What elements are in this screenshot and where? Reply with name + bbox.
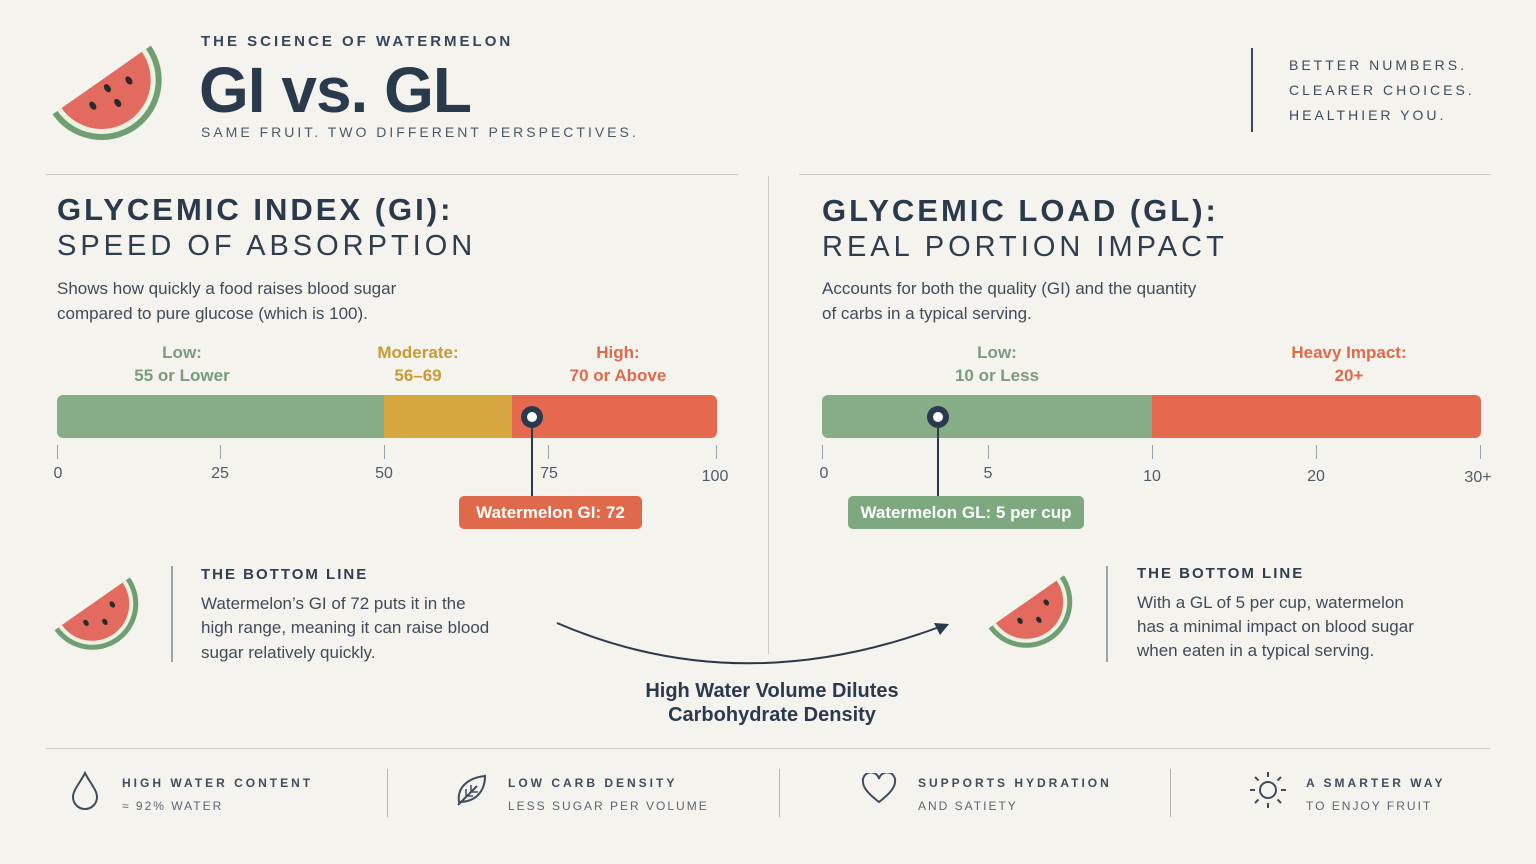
footer-divider — [1170, 769, 1171, 817]
gi-bottom-line-divider — [171, 566, 173, 662]
gi-bottom-line-text-2: high range, meaning it can raise blood — [201, 618, 490, 637]
watermelon-logo-icon — [44, 30, 172, 148]
gl-tick — [1152, 445, 1153, 459]
tagline-line-2: CLEARER CHOICES. — [1289, 82, 1475, 98]
gl-bottom-line-heading: THE BOTTOM LINE — [1137, 565, 1305, 582]
connector-arrow — [550, 612, 960, 677]
watermelon-slice-icon — [984, 564, 1080, 656]
gi-tick — [716, 445, 717, 459]
gl-tick-label: 10 — [1143, 468, 1161, 485]
water-drop-icon — [70, 770, 100, 810]
page-subtitle: SAME FRUIT. TWO DIFFERENT PERSPECTIVES. — [201, 124, 639, 140]
gi-description-1: Shows how quickly a food raises blood su… — [57, 279, 397, 298]
gl-description-2: of carbs in a typical serving. — [822, 304, 1032, 323]
gi-subheading: SPEED OF ABSORPTION — [57, 230, 477, 262]
gi-bottom-line-text-3: sugar relatively quickly. — [201, 643, 376, 662]
gi-band-high-label: High: 70 or Above — [569, 343, 667, 385]
gl-band-heavy-label: Heavy Impact: 20+ — [1291, 343, 1407, 385]
gl-bottom-line-divider — [1106, 566, 1108, 662]
gl-tick — [988, 445, 989, 459]
gl-tick-label: 20 — [1307, 468, 1325, 485]
gi-tick — [384, 445, 385, 459]
gl-subheading: REAL PORTION IMPACT — [822, 231, 1228, 263]
watermelon-slice-icon — [50, 566, 146, 658]
divider-left — [46, 174, 738, 175]
footer-item-3-sub: AND SATIETY — [918, 799, 1018, 813]
footer-rule — [46, 748, 1490, 749]
gi-tick-label: 75 — [540, 465, 558, 482]
tagline-line-1: BETTER NUMBERS. — [1289, 57, 1468, 73]
tagline-line-3: HEALTHIER YOU. — [1289, 107, 1447, 123]
gl-description-1: Accounts for both the quality (GI) and t… — [822, 279, 1197, 298]
divider-right — [799, 174, 1491, 175]
gi-band-high — [512, 395, 717, 438]
gi-bottom-line-text-1: Watermelon’s GI of 72 puts it in the — [201, 594, 466, 613]
gi-tick-label: 25 — [211, 465, 229, 482]
leaf-icon — [453, 772, 489, 808]
gl-bottom-line-text-3: when eaten in a typical serving. — [1137, 641, 1375, 660]
gl-band-heavy — [1152, 395, 1481, 438]
gi-tick — [57, 445, 58, 459]
gi-band-low — [57, 395, 386, 438]
footer-divider — [387, 769, 388, 817]
gi-tick — [220, 445, 221, 459]
footer-item-1-sub: ≈ 92% WATER — [122, 799, 224, 813]
header-divider — [1251, 48, 1253, 132]
gi-tick-label: 0 — [53, 465, 63, 482]
gl-tick — [822, 445, 823, 459]
sun-icon — [1248, 770, 1288, 810]
gi-band-low-label: Low: 55 or Lower — [134, 343, 230, 385]
gl-bottom-line-text-2: has a minimal impact on blood sugar — [1137, 617, 1414, 636]
gl-tick — [1316, 445, 1317, 459]
footer-item-2-sub: LESS SUGAR PER VOLUME — [508, 799, 709, 813]
gi-tick — [548, 445, 549, 459]
gl-heading: GLYCEMIC LOAD (GL): — [822, 193, 1219, 228]
gi-tick-label: 50 — [375, 465, 393, 482]
gl-value-badge: Watermelon GL: 5 per cup — [848, 496, 1084, 529]
footer-item-4-title: A SMARTER WAY — [1306, 776, 1446, 790]
gl-tick-label: 30+ — [1464, 469, 1492, 486]
callout-text: High Water Volume Dilutes Carbohydrate D… — [645, 680, 899, 726]
footer-divider — [779, 769, 780, 817]
gl-band-low — [822, 395, 1154, 438]
footer-item-1-title: HIGH WATER CONTENT — [122, 776, 314, 790]
gi-marker-stem — [531, 428, 533, 496]
gl-value-marker — [927, 406, 949, 428]
footer-item-2-title: LOW CARB DENSITY — [508, 776, 678, 790]
gi-value-badge: Watermelon GI: 72 — [459, 496, 642, 529]
header-kicker: THE SCIENCE OF WATERMELON — [201, 33, 514, 50]
gi-description-2: compared to pure glucose (which is 100). — [57, 304, 368, 323]
footer-item-4-sub: TO ENJOY FRUIT — [1306, 799, 1433, 813]
gl-tick-label: 0 — [819, 465, 829, 482]
gl-tick — [1480, 445, 1481, 459]
gi-band-moderate-label: Moderate: 56–69 — [377, 343, 459, 385]
heart-icon — [861, 773, 897, 805]
gi-band-moderate — [384, 395, 514, 438]
gl-band-low-label: Low: 10 or Less — [954, 343, 1040, 385]
gi-heading: GLYCEMIC INDEX (GI): — [57, 192, 454, 227]
gi-tick-label: 100 — [701, 468, 729, 485]
page-title: GI vs. GL — [199, 54, 472, 126]
gi-bottom-line-heading: THE BOTTOM LINE — [201, 566, 369, 583]
footer-item-3-title: SUPPORTS HYDRATION — [918, 776, 1112, 790]
gi-value-marker — [521, 406, 543, 428]
gl-marker-stem — [937, 428, 939, 496]
gl-bottom-line-text-1: With a GL of 5 per cup, watermelon — [1137, 593, 1404, 612]
gl-tick-label: 5 — [983, 465, 993, 482]
center-divider — [768, 176, 769, 654]
